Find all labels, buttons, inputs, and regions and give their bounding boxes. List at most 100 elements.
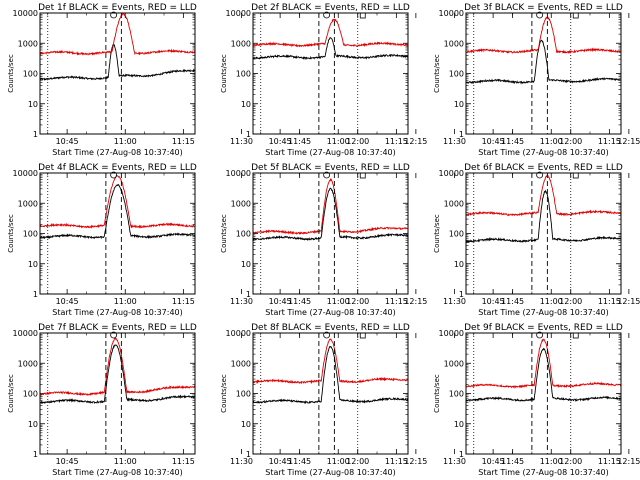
y-tick-label: 100 xyxy=(236,70,251,79)
x-tick-label: 11:30 xyxy=(443,137,466,146)
x-tick-label: 11:45 xyxy=(288,137,311,146)
attenuator-marker-icon xyxy=(572,12,579,19)
x-tick-label: 12:00 xyxy=(559,457,582,466)
x-axis-label: Start Time (27-Aug-08 10:37:40) xyxy=(265,308,396,317)
detector-panel: Det 3f BLACK = Events, RED = LLD Counts/s… xyxy=(433,3,623,157)
x-tick-label: 10:45 xyxy=(269,457,292,466)
y-tick-label: 10 xyxy=(241,420,251,429)
x-tick-label: 10:45 xyxy=(56,457,79,466)
detector-panel: Det 1f BLACK = Events, RED = LLD Counts/s… xyxy=(7,3,427,157)
flare-marker-icon xyxy=(110,171,118,179)
lld-series-line xyxy=(39,13,196,56)
y-tick-label: 10 xyxy=(28,420,38,429)
x-tick-label: 11:15 xyxy=(385,457,408,466)
x-tick-label: 12:15 xyxy=(404,457,427,466)
x-axis-label: Start Time (27-Aug-08 10:37:40) xyxy=(52,148,183,157)
y-tick-label: 10 xyxy=(241,260,251,269)
panel-title: Det 6f BLACK = Events, RED = LLD xyxy=(464,163,623,173)
y-tick-label: 1 xyxy=(246,130,251,139)
x-tick-label: 11:15 xyxy=(385,137,408,146)
x-tick-label: 10:45 xyxy=(269,297,292,306)
x-tick-label: 12:15 xyxy=(617,297,640,306)
x-tick-label: 10:45 xyxy=(482,457,505,466)
plot-frame xyxy=(39,12,196,135)
x-tick-label: 10:45 xyxy=(482,137,505,146)
plot-frame xyxy=(465,12,622,135)
panel-title: Det 2f BLACK = Events, RED = LLD xyxy=(251,3,410,13)
x-tick-label: 11:30 xyxy=(443,297,466,306)
lld-series-line xyxy=(252,338,409,385)
flare-marker-icon xyxy=(536,171,544,179)
flare-marker-icon xyxy=(536,11,544,19)
x-axis-label: Start Time (27-Aug-08 10:37:40) xyxy=(265,148,396,157)
attenuator-marker-icon xyxy=(572,332,579,339)
y-tick-label: 1 xyxy=(33,290,38,299)
detector-panel: Det 5f BLACK = Events, RED = LLD Counts/s… xyxy=(220,163,640,317)
lld-series-line xyxy=(252,18,409,48)
panel-title: Det 8f BLACK = Events, RED = LLD xyxy=(251,323,410,333)
y-tick-label: 1000 xyxy=(18,359,38,368)
x-tick-label: 11:15 xyxy=(385,297,408,306)
flare-marker-icon xyxy=(110,11,118,19)
plot-frame xyxy=(252,172,409,295)
y-tick-label: 10000 xyxy=(226,329,251,338)
detector-panel: Det 4f BLACK = Events, RED = LLD Counts/s… xyxy=(7,163,427,317)
lld-series-line xyxy=(252,177,409,235)
y-tick-label: 1000 xyxy=(18,199,38,208)
x-axis-label: Start Time (27-Aug-08 10:37:40) xyxy=(52,468,183,477)
x-tick-label: 11:30 xyxy=(230,137,253,146)
y-tick-label: 100 xyxy=(236,390,251,399)
x-tick-label: 11:15 xyxy=(172,137,195,146)
attenuator-marker-icon xyxy=(359,172,366,179)
x-tick-label: 11:30 xyxy=(230,297,253,306)
x-tick-label: 10:45 xyxy=(56,297,79,306)
flare-marker-icon xyxy=(536,331,544,339)
y-tick-label: 100 xyxy=(449,70,464,79)
y-tick-label: 10000 xyxy=(13,329,38,338)
y-tick-label: 1000 xyxy=(18,39,38,48)
events-series-line xyxy=(252,187,409,242)
y-axis-label: Counts/sec xyxy=(220,214,228,253)
y-axis-label: Counts/sec xyxy=(433,374,441,413)
x-tick-label: 11:15 xyxy=(172,457,195,466)
y-tick-label: 100 xyxy=(23,70,38,79)
y-tick-label: 100 xyxy=(449,390,464,399)
x-axis-label: Start Time (27-Aug-08 10:37:40) xyxy=(478,148,609,157)
x-tick-label: 11:00 xyxy=(327,297,350,306)
lld-series-line xyxy=(39,337,196,397)
panel-title: Det 1f BLACK = Events, RED = LLD xyxy=(38,3,197,13)
x-tick-label: 11:15 xyxy=(598,457,621,466)
x-tick-label: 11:45 xyxy=(288,457,311,466)
x-tick-label: 12:00 xyxy=(346,297,369,306)
y-tick-label: 100 xyxy=(23,390,38,399)
y-axis-label: Counts/sec xyxy=(433,54,441,93)
detector-panel: Det 8f BLACK = Events, RED = LLD Counts/s… xyxy=(220,323,640,477)
flare-marker-icon xyxy=(110,331,118,339)
y-tick-label: 10000 xyxy=(226,9,251,18)
y-axis-label: Counts/sec xyxy=(220,374,228,413)
x-tick-label: 11:00 xyxy=(327,137,350,146)
x-tick-label: 11:00 xyxy=(114,297,137,306)
y-axis-label: Counts/sec xyxy=(220,54,228,93)
x-tick-label: 11:00 xyxy=(327,457,350,466)
y-tick-label: 1000 xyxy=(444,199,464,208)
y-tick-label: 1000 xyxy=(444,359,464,368)
x-tick-label: 11:30 xyxy=(230,457,253,466)
x-tick-label: 12:15 xyxy=(404,137,427,146)
plot-frame xyxy=(465,172,622,295)
events-series-line xyxy=(465,39,622,85)
plot-frame xyxy=(252,12,409,135)
x-axis-label: Start Time (27-Aug-08 10:37:40) xyxy=(478,308,609,317)
panel-title: Det 7f BLACK = Events, RED = LLD xyxy=(38,323,197,333)
y-tick-label: 10000 xyxy=(439,9,464,18)
y-tick-label: 1 xyxy=(459,290,464,299)
y-tick-label: 100 xyxy=(23,230,38,239)
x-axis-label: Start Time (27-Aug-08 10:37:40) xyxy=(52,308,183,317)
x-tick-label: 11:00 xyxy=(114,137,137,146)
y-tick-label: 10 xyxy=(241,100,251,109)
detector-panel: Det 6f BLACK = Events, RED = LLD Counts/s… xyxy=(433,163,623,317)
lld-series-line xyxy=(465,338,622,390)
y-tick-label: 1 xyxy=(459,130,464,139)
x-tick-label: 10:45 xyxy=(482,297,505,306)
